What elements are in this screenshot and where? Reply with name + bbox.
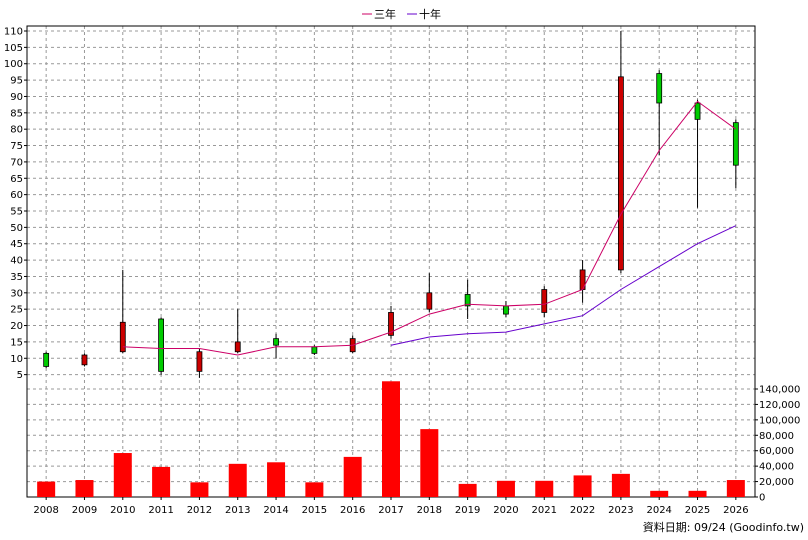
- price-tick-label: 15: [10, 337, 23, 348]
- volume-bar: [382, 381, 400, 497]
- volume-bar: [267, 462, 286, 497]
- candle-body: [464, 294, 471, 307]
- legend-label: 三年: [374, 7, 396, 21]
- volume-bar: [37, 481, 56, 497]
- year-tick-label: 2022: [570, 505, 595, 516]
- volume-bar: [228, 463, 247, 497]
- moving-average-lines: [122, 100, 737, 356]
- volume-bar: [535, 480, 554, 497]
- price-tick-label: 70: [10, 157, 23, 168]
- candle-body: [617, 76, 624, 271]
- price-tick-label: 105: [4, 43, 23, 54]
- candle-body: [273, 338, 279, 346]
- volume-tick-label: 100,000: [759, 415, 800, 426]
- price-tick-label: 95: [10, 76, 23, 87]
- year-tick-label: 2018: [417, 505, 442, 516]
- price-axis-ticks: 5 10 15 20 25 30 35 40 45 50 55 60 65 70 75 80 85 90 95 100…: [4, 27, 27, 381]
- candle-body: [158, 318, 165, 372]
- candle-body: [388, 312, 394, 336]
- price-tick-label: 50: [10, 223, 23, 234]
- volume-bar: [688, 490, 707, 497]
- year-tick-label: 2016: [340, 505, 365, 516]
- price-tick-label: 45: [10, 239, 23, 250]
- volume-bar: [190, 482, 209, 497]
- volume-bar: [458, 483, 477, 497]
- volume-bar: [611, 473, 630, 497]
- price-tick-label: 75: [10, 141, 23, 152]
- year-tick-label: 2019: [455, 505, 480, 516]
- legend-label: 十年: [419, 7, 441, 21]
- year-tick-label: 2026: [723, 505, 748, 516]
- candle-body: [196, 351, 203, 372]
- candlesticks: [43, 31, 739, 378]
- volume-axis-ticks: 0 20,000 40,000 60,000 80,000 100,000 120,000 1…: [755, 385, 800, 504]
- ma-line-ten-year: [390, 225, 737, 346]
- price-tick-label: 20: [10, 321, 23, 332]
- price-tick-label: 80: [10, 125, 23, 136]
- candle-body: [234, 341, 241, 353]
- candle-body: [541, 289, 548, 313]
- volume-tick-label: 140,000: [759, 385, 800, 396]
- year-tick-label: 2020: [493, 505, 518, 516]
- price-tick-label: 90: [10, 92, 23, 103]
- price-tick-label: 25: [10, 305, 23, 316]
- price-tick-label: 30: [10, 288, 23, 299]
- candle-body: [732, 122, 739, 166]
- grid-lines: [27, 26, 755, 497]
- year-tick-label: 2008: [33, 505, 58, 516]
- price-tick-label: 60: [10, 190, 23, 201]
- volume-tick-label: 120,000: [759, 400, 800, 411]
- volume-tick-label: 60,000: [759, 446, 794, 457]
- volume-bar: [343, 456, 362, 497]
- volume-bars: [37, 381, 745, 497]
- volume-bar: [113, 453, 132, 497]
- year-tick-label: 2014: [263, 505, 288, 516]
- candle-body: [311, 346, 318, 354]
- candle-body: [81, 354, 88, 366]
- year-tick-label: 2011: [148, 505, 173, 516]
- price-tick-label: 110: [4, 27, 23, 38]
- price-tick-label: 35: [10, 272, 23, 283]
- price-tick-label: 100: [4, 59, 23, 70]
- volume-tick-label: 0: [759, 493, 765, 504]
- year-axis-ticks: 2008 2009 2010 2011 2012 2013 2014 2015 2016 2017…: [33, 497, 749, 516]
- year-tick-label: 2009: [72, 505, 97, 516]
- candle-body: [656, 73, 663, 104]
- candle-body: [503, 305, 509, 315]
- year-tick-label: 2021: [532, 505, 557, 516]
- year-tick-label: 2024: [646, 505, 671, 516]
- price-tick-label: 65: [10, 174, 23, 185]
- price-tick-label: 85: [10, 108, 23, 119]
- candle-body: [694, 102, 701, 120]
- volume-bar: [75, 480, 94, 497]
- year-tick-label: 2010: [110, 505, 135, 516]
- legend: 三年 十年: [362, 7, 441, 21]
- year-tick-label: 2012: [187, 505, 212, 516]
- volume-bar: [650, 490, 669, 497]
- price-tick-label: 55: [10, 207, 23, 218]
- year-tick-label: 2025: [685, 505, 710, 516]
- data-date-footer: 資料日期: 09/24 (Goodinfo.tw): [643, 520, 804, 534]
- year-tick-label: 2015: [302, 505, 327, 516]
- year-tick-label: 2023: [608, 505, 633, 516]
- volume-tick-label: 20,000: [759, 477, 794, 488]
- volume-bar: [573, 475, 592, 497]
- ma-line-three-year: [122, 100, 737, 356]
- volume-tick-label: 40,000: [759, 462, 794, 473]
- candle-body: [43, 352, 50, 367]
- volume-bar: [726, 480, 745, 497]
- price-tick-label: 5: [17, 370, 23, 381]
- year-tick-label: 2013: [225, 505, 250, 516]
- price-tick-label: 10: [10, 354, 23, 365]
- volume-tick-label: 80,000: [759, 431, 794, 442]
- volume-bar: [420, 429, 439, 497]
- volume-bar: [496, 480, 515, 497]
- volume-bar: [305, 482, 324, 497]
- year-tick-label: 2017: [378, 505, 403, 516]
- volume-bar: [152, 466, 171, 497]
- candle-body: [119, 321, 126, 353]
- price-tick-label: 40: [10, 256, 23, 267]
- candle-body: [426, 292, 433, 310]
